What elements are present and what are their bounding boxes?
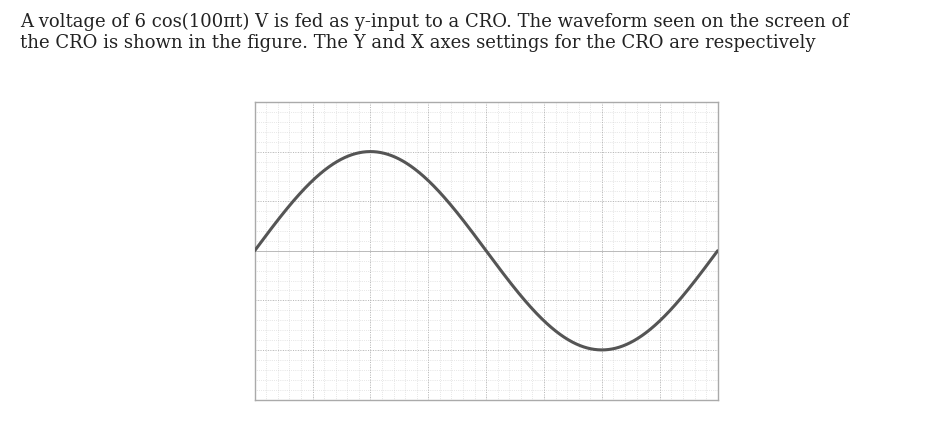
Text: A voltage of 6 cos(100πt) V is fed as y-input to a CRO. The waveform seen on the: A voltage of 6 cos(100πt) V is fed as y-…: [20, 13, 849, 52]
